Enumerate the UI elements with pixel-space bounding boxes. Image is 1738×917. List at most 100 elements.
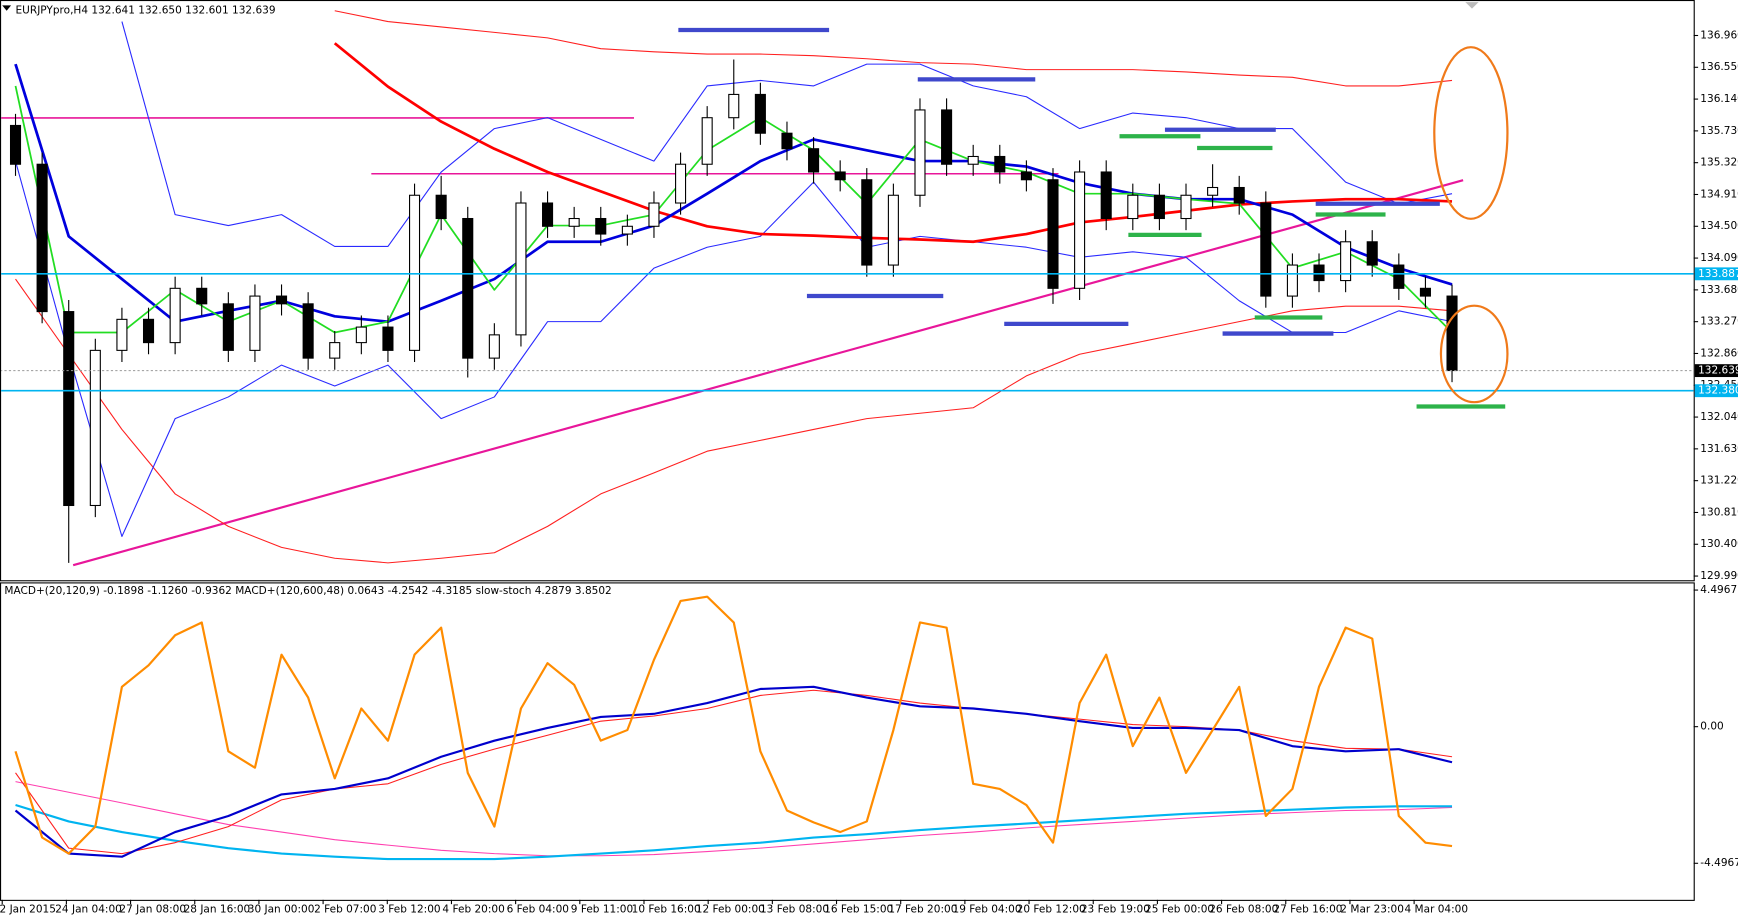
- y-tick-label: 0.00: [1700, 721, 1723, 733]
- candle-body: [1100, 171, 1112, 220]
- x-tick-label: 2 Feb 07:00: [314, 904, 376, 916]
- x-tick-label: 16 Feb 15:00: [824, 904, 893, 916]
- candle-body: [701, 117, 713, 165]
- shift-marker[interactable]: [1465, 2, 1479, 9]
- candle-body: [1020, 171, 1032, 181]
- level-box: [1694, 267, 1738, 281]
- candle-body: [1207, 186, 1219, 196]
- candle-body: [994, 155, 1006, 173]
- x-tick-label: 6 Feb 04:00: [507, 904, 569, 916]
- price-layer: [1, 10, 1694, 567]
- x-tick-label: 26 Feb 08:00: [1209, 904, 1278, 916]
- candle-body: [1074, 171, 1086, 289]
- y-tick-label: 136.960: [1700, 30, 1738, 42]
- y-tick-label: 136.140: [1700, 93, 1738, 105]
- indicator-header: MACD+(20,120,9) -0.1898 -1.1260 -0.9362 …: [4, 585, 611, 597]
- candle-body: [63, 311, 75, 507]
- candle-body: [1393, 264, 1405, 289]
- y-tick-label: 134.500: [1700, 220, 1738, 232]
- annotations: EURJPYpro,H4 132.641 132.650 132.601 132…: [2, 2, 1509, 597]
- y-tick-label: 135.730: [1700, 125, 1738, 137]
- price-pane: [0, 0, 1695, 582]
- candle-body: [196, 287, 208, 305]
- y-tick-label: -4.4967: [1700, 857, 1738, 869]
- x-tick-label: 27 Jan 08:00: [119, 904, 186, 916]
- y-tick-label: 134.910: [1700, 189, 1738, 201]
- collapse-icon[interactable]: [2, 5, 12, 11]
- candle-body: [861, 179, 873, 266]
- highlight-ellipse: [1433, 46, 1509, 220]
- indicator-layer: [14, 595, 1453, 861]
- candle-body: [249, 295, 261, 351]
- candle-body: [116, 318, 128, 351]
- current-price-box: [1694, 364, 1738, 378]
- y-tick-label: 134.090: [1700, 252, 1738, 264]
- candle-body: [781, 132, 793, 150]
- x-tick-label: 27 Feb 16:00: [1273, 904, 1342, 916]
- level-label: 132.380: [1698, 385, 1738, 397]
- indicator-line: [15, 278, 1453, 564]
- candle-body: [675, 163, 687, 204]
- indicator-line: [14, 595, 1453, 855]
- highlight-ellipse: [1439, 304, 1509, 404]
- candle-body: [382, 326, 394, 351]
- candle-body: [648, 202, 660, 227]
- candle-body: [967, 155, 979, 165]
- y-tick-label: 131.220: [1700, 475, 1738, 487]
- x-tick-label: 30 Jan 00:00: [248, 904, 315, 916]
- y-tick-label: 133.270: [1700, 316, 1738, 328]
- candle-body: [222, 303, 234, 351]
- candle-body: [834, 171, 846, 181]
- candle-body: [1419, 287, 1431, 297]
- x-tick-label: 4 Mar 04:00: [1404, 904, 1468, 916]
- indicator-line: [334, 10, 1453, 87]
- candle-body: [1366, 241, 1378, 266]
- x-tick-label: 17 Feb 20:00: [888, 904, 957, 916]
- candle-body: [89, 349, 101, 507]
- candle-body: [621, 225, 633, 235]
- x-tick-label: 20 Feb 12:00: [1017, 904, 1086, 916]
- candle-body: [941, 109, 953, 165]
- candle-body: [1153, 194, 1165, 220]
- x-tick-label: 23 Feb 19:00: [1081, 904, 1150, 916]
- candle-body: [1340, 241, 1352, 282]
- candle-body: [808, 148, 820, 173]
- y-tick-label: 129.990: [1700, 570, 1738, 582]
- y-tick-label: 132.860: [1700, 348, 1738, 360]
- candle-body: [435, 194, 447, 220]
- current-price-label: 132.639: [1698, 365, 1738, 377]
- candle-body: [568, 217, 580, 227]
- x-tick-label: 22 Jan 2015: [0, 904, 56, 916]
- y-tick-label: 130.810: [1700, 507, 1738, 519]
- y-tick-label: 130.400: [1700, 538, 1738, 550]
- y-tick-label: 136.550: [1700, 61, 1738, 73]
- x-tick-label: 13 Feb 08:00: [760, 904, 829, 916]
- candle-body: [1313, 264, 1325, 282]
- indicator-line: [14, 160, 1453, 538]
- x-tick-label: 10 Feb 16:00: [632, 904, 701, 916]
- indicator-pane: [0, 582, 1695, 901]
- candle-body: [1446, 295, 1458, 372]
- y-tick-label: 135.320: [1700, 157, 1738, 169]
- candle-body: [302, 303, 314, 359]
- x-tick-label: 2 Mar 23:00: [1340, 904, 1404, 916]
- y-tick-label: 131.630: [1700, 443, 1738, 455]
- candle-body: [1260, 202, 1272, 297]
- candle-body: [169, 287, 181, 344]
- chart-header: EURJPYpro,H4 132.641 132.650 132.601 132…: [16, 5, 276, 17]
- candle-body: [36, 163, 48, 313]
- level-label: 133.887: [1698, 268, 1738, 280]
- candle-body: [728, 93, 740, 119]
- candle-body: [1047, 179, 1059, 289]
- candle-body: [887, 194, 899, 266]
- level-box: [1694, 384, 1738, 398]
- candle-body: [1127, 194, 1139, 220]
- candle-body: [409, 194, 421, 351]
- candle-body: [914, 109, 926, 196]
- x-tick-label: 25 Feb 00:00: [1145, 904, 1214, 916]
- candle-body: [1233, 186, 1245, 204]
- candle-body: [488, 334, 500, 359]
- y-tick-label: 4.4967: [1700, 584, 1737, 596]
